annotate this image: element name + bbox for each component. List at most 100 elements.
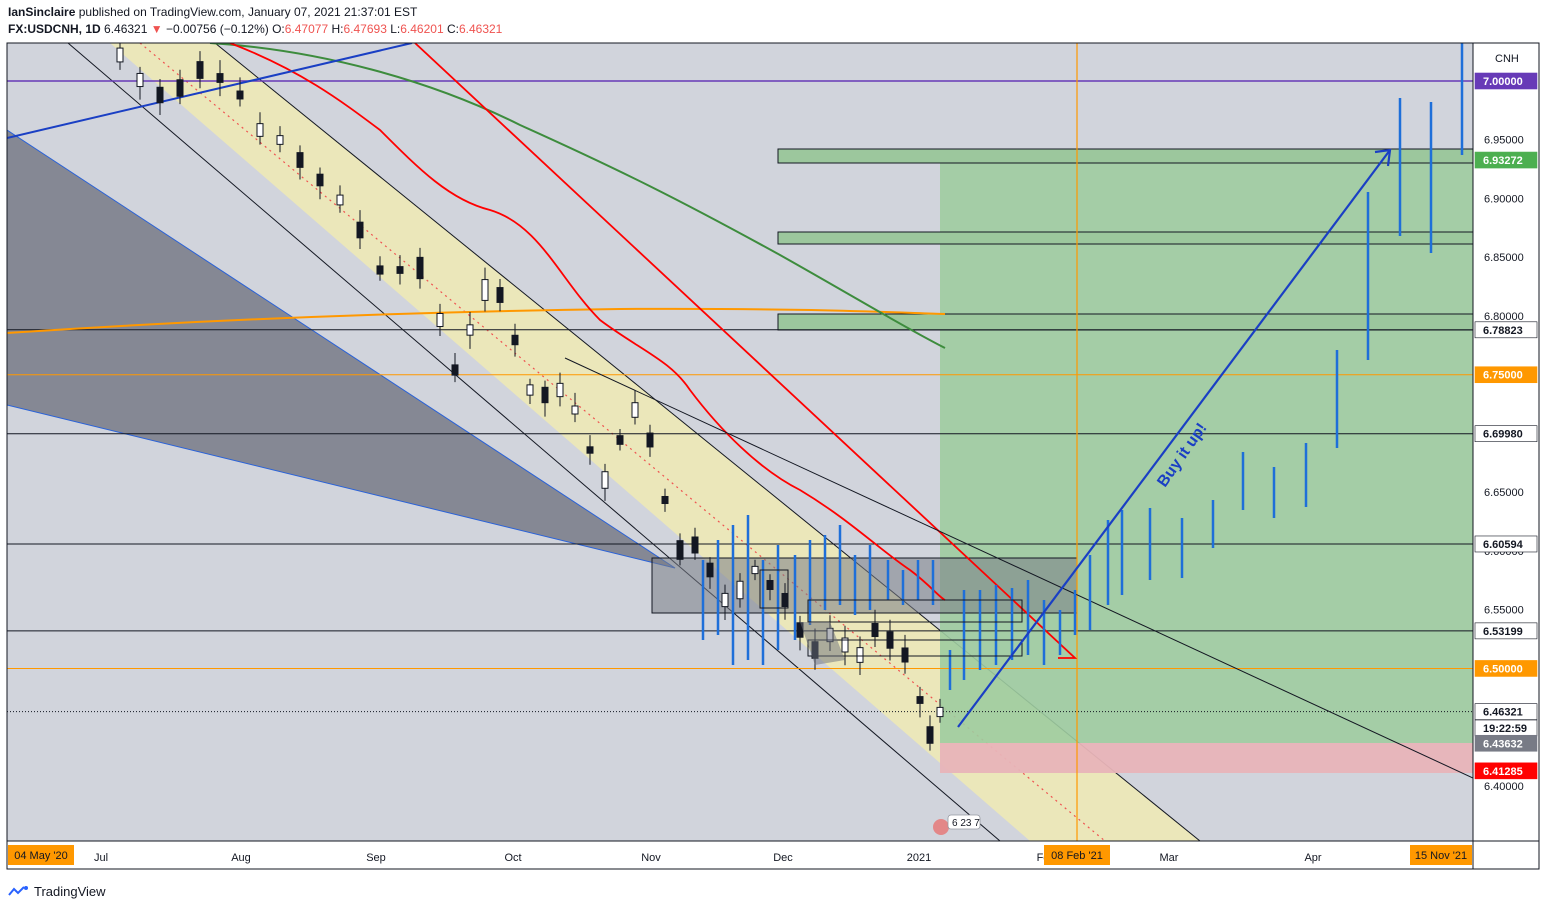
tradingview-logo-icon[interactable] — [8, 885, 30, 897]
x-tick-label: Nov — [641, 852, 661, 864]
descending-channel — [110, 43, 1200, 841]
long-position-loss — [940, 743, 1473, 773]
price-label: 6.50000 — [1483, 663, 1523, 675]
ohlc-line: FX:USDCNH, 1D 6.46321 ▼ −0.00756 (−0.12%… — [8, 21, 1538, 38]
candle-body — [451, 364, 459, 376]
candle-body — [766, 580, 774, 590]
candle-body — [156, 86, 164, 104]
candle-body — [511, 334, 519, 346]
price-label: 6.75000 — [1483, 370, 1523, 382]
price-label: 19:22:59 — [1483, 723, 1527, 735]
candle-body — [871, 622, 879, 638]
y-tick-label: 6.55000 — [1484, 605, 1524, 617]
candle-body — [736, 580, 744, 600]
candle-body — [646, 432, 654, 448]
x-tick-label: Apr — [1304, 852, 1321, 864]
candle-body — [276, 135, 284, 145]
candle-body — [116, 47, 124, 63]
candlesticks — [116, 43, 944, 751]
candle-body — [571, 405, 579, 415]
candle-body — [751, 565, 759, 575]
close-value: 6.46321 — [458, 22, 503, 36]
symbol-label[interactable]: FX:USDCNH, 1D — [8, 22, 101, 36]
x-tick-label: Jul — [94, 852, 108, 864]
candle-body — [916, 696, 924, 704]
y-tick-label: 6.85000 — [1484, 252, 1524, 264]
candle-body — [176, 79, 184, 97]
publish-line: IanSinclaire published on TradingView.co… — [8, 4, 1538, 21]
candle-body — [936, 706, 944, 718]
currency-label: CNH — [1495, 53, 1519, 65]
x-tick-label: 2021 — [907, 852, 931, 864]
x-tick-label: Dec — [773, 852, 793, 864]
candle-body — [721, 592, 729, 608]
x-tick-label: Aug — [231, 852, 251, 864]
ma-red-steep — [414, 43, 1078, 659]
price-label: 6.78823 — [1483, 325, 1523, 337]
footer-brand[interactable]: TradingView — [34, 883, 106, 899]
price-label-box — [1474, 321, 1538, 339]
black-trend-line — [564, 357, 1473, 779]
candle-body — [256, 123, 264, 137]
ma-orange — [7, 307, 946, 334]
time-axis[interactable] — [7, 841, 1473, 869]
price-label-box — [1474, 535, 1538, 553]
price-label: 6.93272 — [1483, 155, 1523, 167]
price-label-box — [1474, 72, 1538, 90]
price-label-box — [1474, 734, 1538, 752]
x-badge-label: 08 Feb '21 — [1051, 850, 1103, 862]
candle-body — [136, 72, 144, 88]
ma-green — [209, 43, 946, 349]
candle-body — [236, 90, 244, 100]
candle-body — [436, 312, 444, 328]
mini-box-2 — [807, 599, 1023, 623]
mini-pattern — [800, 622, 845, 665]
low-value: 6.46201 — [400, 22, 444, 36]
footer: TradingView — [8, 881, 106, 901]
mini-box-1 — [759, 569, 789, 609]
buy-arrow-line — [957, 149, 1391, 728]
zone-6.87 — [777, 231, 1473, 245]
price-label-box — [1474, 622, 1538, 640]
candle-body — [841, 637, 849, 653]
x-badge-label: 15 Nov '21 — [1415, 850, 1467, 862]
candle-body — [616, 435, 624, 445]
economic-event-badge[interactable]: 6 23 7 — [933, 814, 981, 835]
candle-body — [296, 152, 304, 168]
candle-body — [691, 536, 699, 554]
low-label: L: — [390, 22, 401, 36]
last-price: 6.46321 — [104, 22, 148, 36]
price-label: 6.46321 — [1483, 707, 1523, 719]
author-name[interactable]: IanSinclaire — [8, 5, 76, 19]
chart-header: IanSinclaire published on TradingView.co… — [8, 4, 1538, 42]
wedge-lower-line — [7, 404, 676, 569]
x-tick-label: Sep — [366, 852, 386, 864]
candle-body — [496, 287, 504, 303]
candle-body — [556, 382, 564, 398]
x-badge-box — [1410, 845, 1472, 865]
candle-body — [481, 279, 489, 301]
price-label: 6.41285 — [1483, 766, 1523, 778]
price-label-box — [1474, 151, 1538, 169]
candle-body — [356, 221, 364, 239]
candle-body — [631, 402, 639, 418]
x-badge-label: 04 May '20 — [14, 850, 67, 862]
blue-trend-line — [7, 43, 413, 139]
candle-body — [856, 647, 864, 663]
price-labels: 7.00000 6.93272 6.78823 6.75000 6.69980 6.605… — [1474, 72, 1538, 780]
candle-body — [376, 265, 384, 275]
channel-lower-line — [67, 43, 1001, 841]
plot-area[interactable]: Buy it up! 6 23 7 — [7, 41, 1473, 841]
candle-body — [676, 540, 684, 560]
candle-body — [526, 384, 534, 396]
ma-red-curve — [229, 43, 946, 601]
price-label: 6.43632 — [1483, 738, 1523, 750]
open-label: O: — [272, 22, 285, 36]
high-label: H: — [331, 22, 344, 36]
candle-body — [316, 173, 324, 187]
projection-bars — [701, 43, 1464, 690]
candle-body — [901, 647, 909, 663]
price-label-box — [1474, 366, 1538, 384]
price-label-box — [1474, 703, 1538, 720]
